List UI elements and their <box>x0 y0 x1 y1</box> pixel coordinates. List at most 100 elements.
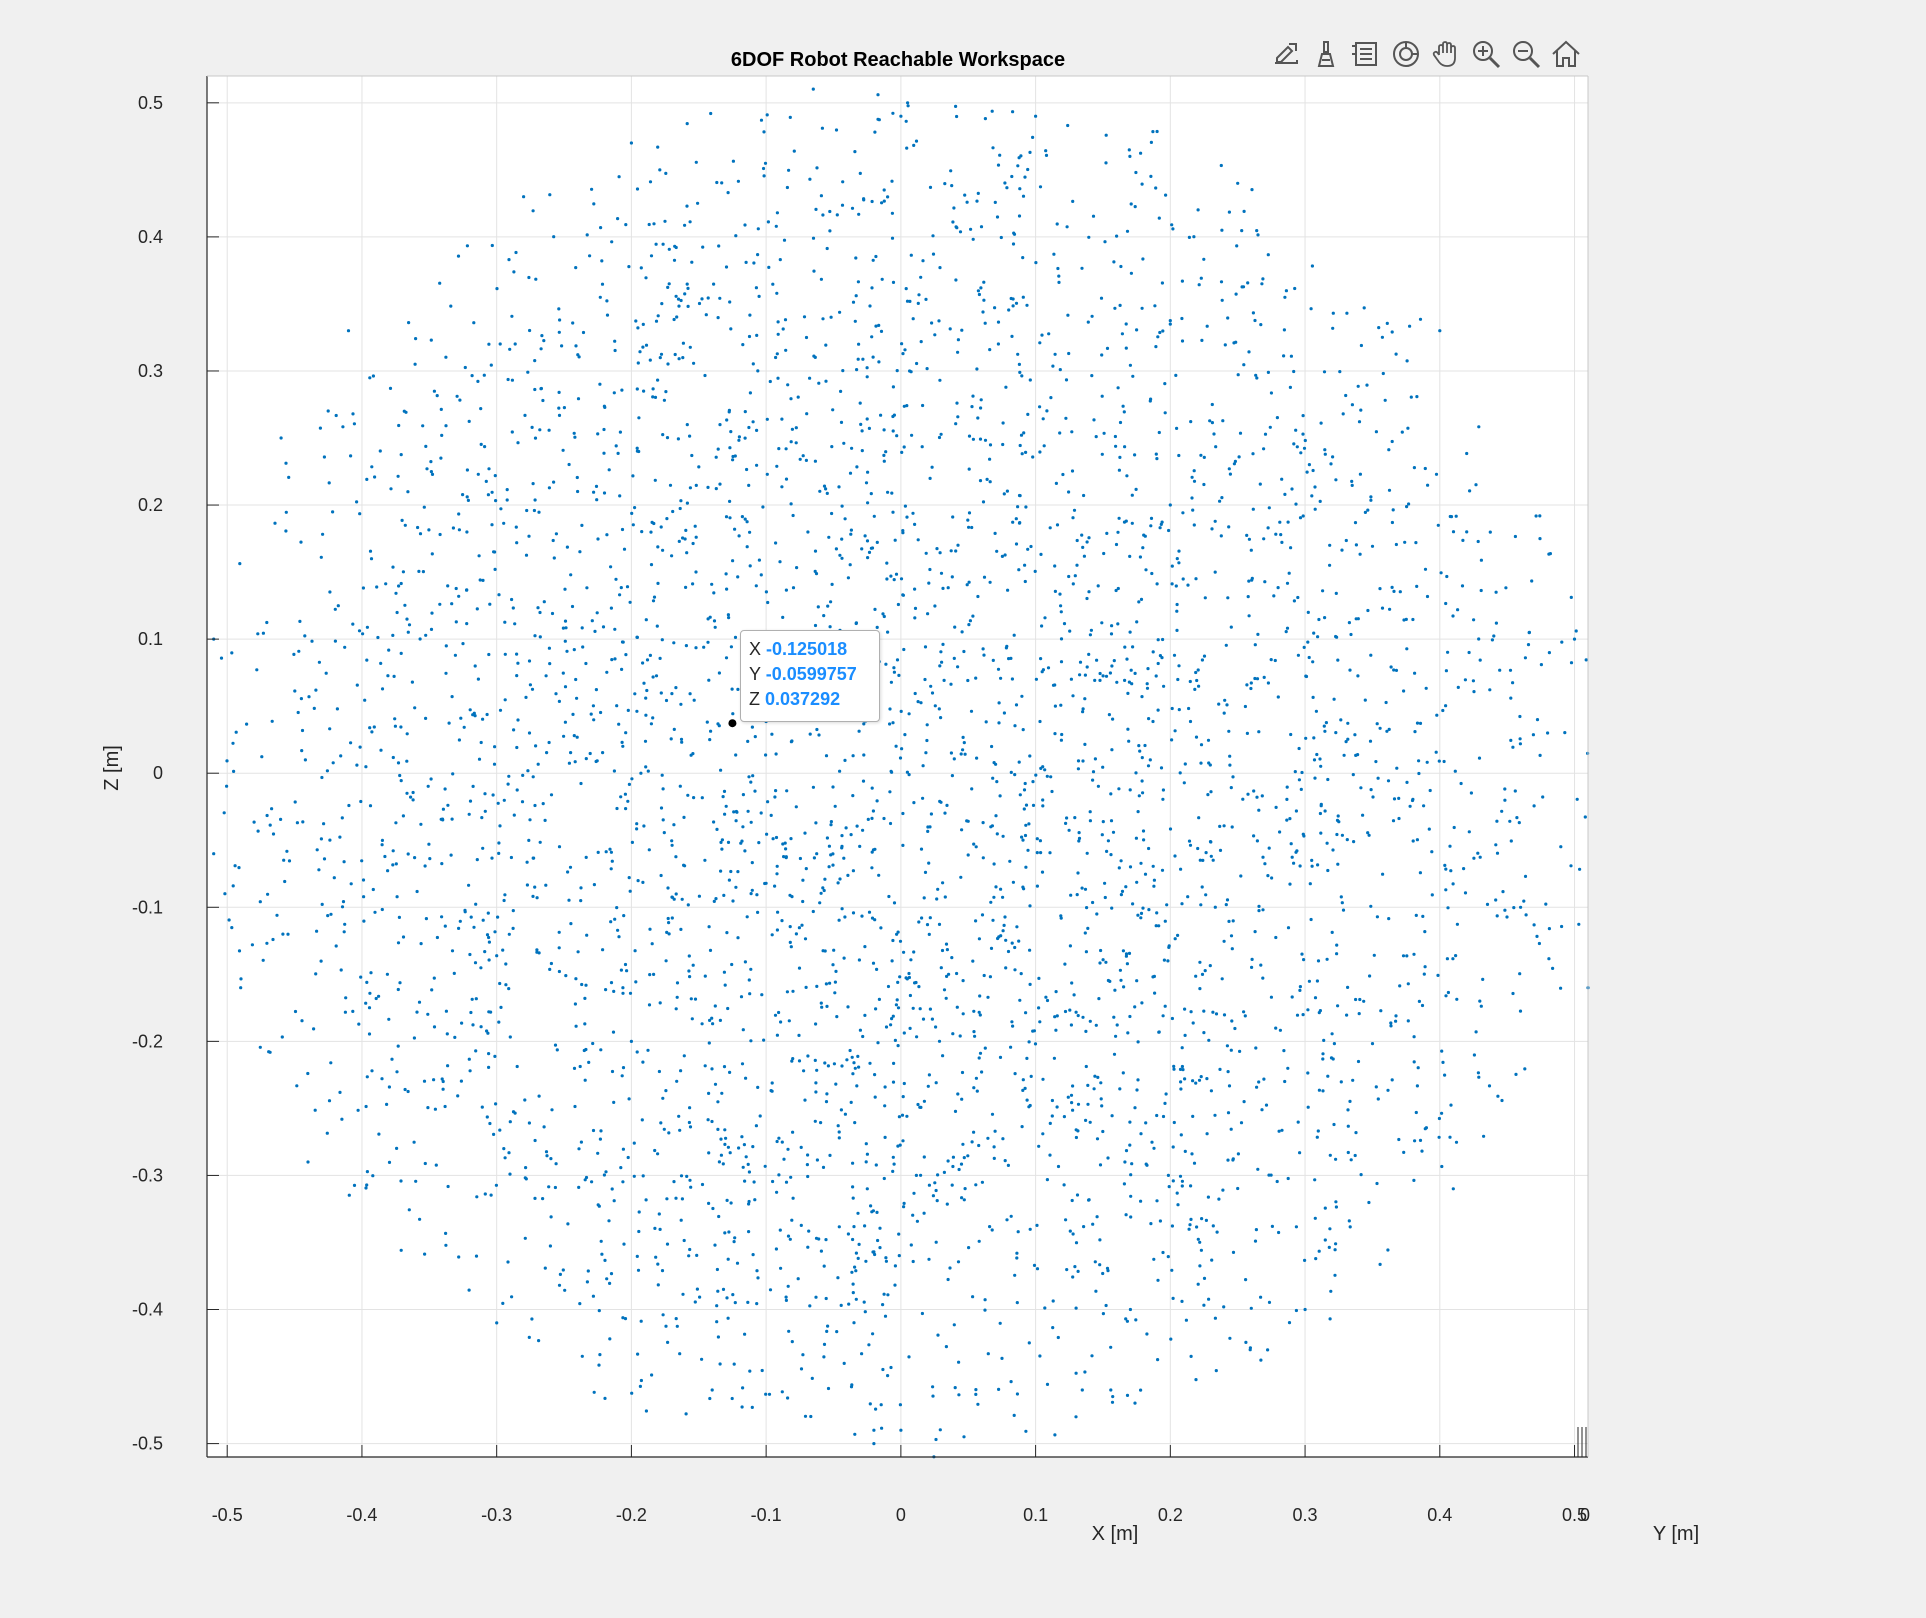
data-point <box>945 974 949 979</box>
data-point <box>1064 821 1068 826</box>
data-point <box>757 841 761 845</box>
data-point <box>401 570 405 574</box>
data-point <box>1374 760 1378 764</box>
data-point <box>755 463 759 467</box>
data-point <box>887 894 891 899</box>
data-point <box>452 971 456 976</box>
data-point <box>1405 359 1409 363</box>
data-point <box>716 1289 720 1293</box>
zoom-in-button[interactable] <box>1468 35 1504 73</box>
export-button[interactable] <box>1268 35 1304 73</box>
data-point <box>886 195 890 199</box>
data-point <box>882 1292 886 1296</box>
data-point <box>1492 634 1496 638</box>
data-point <box>530 425 534 429</box>
data-point <box>561 1268 565 1272</box>
data-point <box>576 950 580 954</box>
data-point <box>658 168 662 172</box>
data-point <box>903 504 908 508</box>
data-point <box>905 515 909 519</box>
data-point <box>1423 930 1427 934</box>
data-point <box>1547 957 1551 961</box>
data-point <box>1221 1188 1225 1192</box>
data-point <box>1068 1008 1072 1012</box>
data-point <box>1357 1012 1361 1016</box>
data-point <box>677 357 681 361</box>
data-point <box>1350 403 1354 407</box>
data-point <box>1140 756 1144 760</box>
data-point <box>527 731 532 735</box>
datatip[interactable]: X -0.125018 Y -0.0599757 Z 0.037292 <box>740 630 880 722</box>
rotate-3d-button[interactable] <box>1388 35 1424 73</box>
data-point <box>721 1287 726 1291</box>
data-point <box>602 491 607 495</box>
data-point <box>1389 1024 1393 1028</box>
data-point <box>899 1428 903 1432</box>
data-point <box>919 701 923 705</box>
data-point <box>414 1179 418 1183</box>
data-point <box>610 240 614 244</box>
data-point <box>1029 1074 1033 1078</box>
data-point <box>917 985 921 989</box>
data-point <box>678 506 682 511</box>
data-point <box>1177 549 1181 553</box>
home-button[interactable] <box>1548 35 1584 73</box>
data-point <box>791 1196 795 1200</box>
data-point <box>428 857 432 861</box>
data-point <box>1269 391 1273 395</box>
data-point <box>1095 912 1099 916</box>
data-point <box>1204 893 1208 897</box>
pan-button[interactable] <box>1428 35 1464 73</box>
data-point <box>605 670 609 674</box>
data-point <box>1151 650 1155 654</box>
data-point <box>317 868 321 872</box>
data-point <box>1009 1380 1013 1384</box>
data-point <box>962 1156 966 1160</box>
data-point <box>741 343 745 347</box>
data-point <box>1323 616 1327 620</box>
data-point <box>835 213 839 217</box>
data-point <box>1162 684 1166 688</box>
plot-area[interactable] <box>207 76 1588 1457</box>
data-point <box>863 1013 867 1018</box>
data-point <box>1093 1260 1097 1264</box>
data-point <box>613 657 617 661</box>
data-point <box>1103 895 1107 900</box>
data-point <box>1214 1012 1219 1016</box>
data-point <box>656 1262 660 1266</box>
datatip-marker[interactable] <box>728 719 737 728</box>
data-point <box>1344 393 1348 398</box>
zoom-out-button[interactable] <box>1508 35 1544 73</box>
data-point <box>1155 582 1159 586</box>
data-point <box>925 738 929 743</box>
data-point <box>1193 687 1197 692</box>
data-point <box>954 422 958 426</box>
data-point <box>1135 328 1139 332</box>
data-point <box>971 394 975 398</box>
data-point <box>743 960 748 964</box>
data-point <box>531 209 535 213</box>
data-point <box>1101 674 1105 678</box>
data-point <box>1130 521 1134 525</box>
data-point <box>878 1226 882 1230</box>
data-point <box>1018 998 1022 1002</box>
data-point <box>734 809 739 814</box>
data-point <box>728 446 732 450</box>
data-point <box>1329 462 1333 466</box>
data-point <box>890 959 894 963</box>
data-point <box>977 937 982 941</box>
data-point <box>1081 710 1085 714</box>
pan-icon <box>1432 41 1456 67</box>
data-point <box>685 204 689 208</box>
datatip-button[interactable] <box>1348 35 1384 73</box>
data-point <box>397 423 401 428</box>
data-point <box>284 529 288 533</box>
data-point <box>610 1069 615 1074</box>
data-point <box>572 734 576 738</box>
data-point <box>441 1087 445 1091</box>
brush-button[interactable] <box>1308 35 1344 73</box>
data-point <box>1133 205 1137 209</box>
data-point <box>1131 902 1135 906</box>
data-point <box>1331 848 1335 852</box>
data-point <box>726 613 731 617</box>
